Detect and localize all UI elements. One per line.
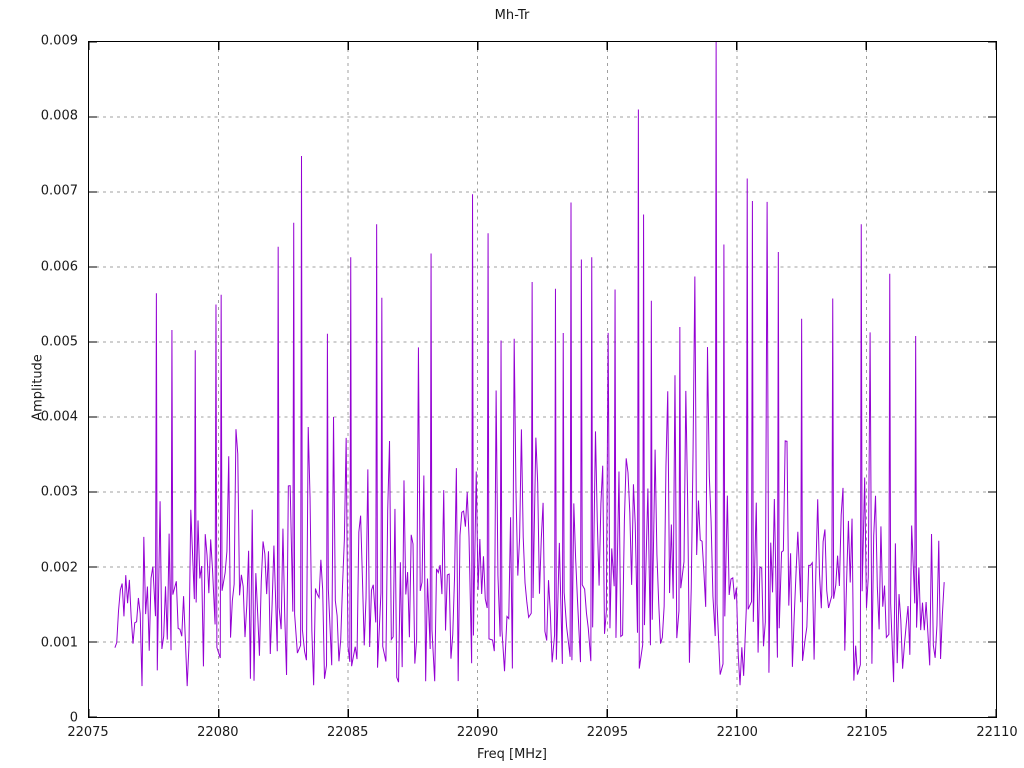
- xtick-label: 22105: [846, 725, 888, 740]
- spectrum-trace: [115, 42, 944, 686]
- ytick-label: 0.006: [40, 259, 78, 275]
- ytick-label: 0.001: [40, 635, 78, 651]
- xtick-label: 22075: [67, 725, 109, 740]
- y-axis-title: Amplitude: [30, 354, 46, 421]
- ytick-label: 0.008: [40, 108, 78, 124]
- xtick-label: 22110: [976, 725, 1018, 740]
- xtick-label: 22080: [197, 725, 239, 740]
- xtick-label: 22100: [716, 725, 758, 740]
- ytick-label: 0: [69, 710, 78, 726]
- spectrum-series: [89, 42, 996, 717]
- plot-area: [88, 41, 997, 718]
- xtick-label: 22085: [327, 725, 369, 740]
- ytick-label: 0.002: [40, 560, 78, 576]
- ytick-label: 0.007: [40, 183, 78, 199]
- x-axis-title: Freq [MHz]: [477, 747, 547, 762]
- ytick-label: 0.003: [40, 484, 78, 500]
- ytick-label: 0.009: [40, 33, 78, 49]
- grid-layer: [89, 42, 996, 717]
- chart-title: Mh-Tr: [494, 8, 530, 23]
- xtick-label: 22090: [456, 725, 499, 740]
- axis-ticks-layer: [89, 42, 996, 717]
- xtick-label: 22095: [586, 725, 629, 740]
